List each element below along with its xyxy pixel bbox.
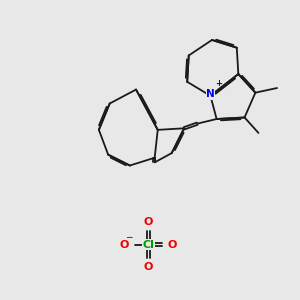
Text: O: O xyxy=(168,239,177,250)
Text: Cl: Cl xyxy=(142,239,154,250)
Text: O: O xyxy=(144,217,153,226)
Text: O: O xyxy=(144,262,153,272)
Text: +: + xyxy=(216,79,223,88)
Text: N: N xyxy=(206,89,215,99)
Text: −: − xyxy=(125,233,133,242)
Text: O: O xyxy=(120,239,129,250)
